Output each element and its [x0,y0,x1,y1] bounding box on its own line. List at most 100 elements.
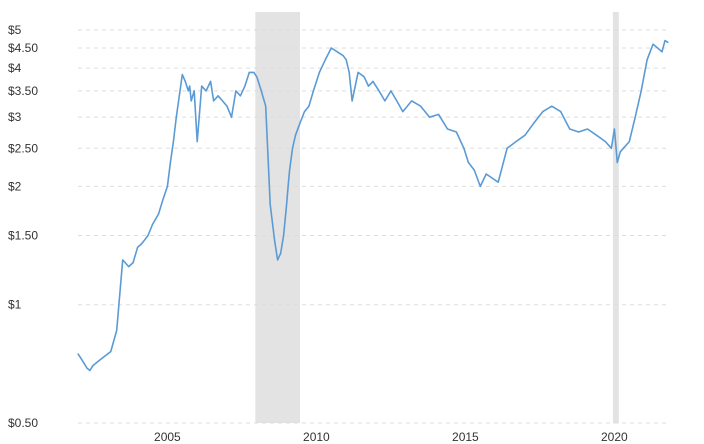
data-point-109 [628,141,630,143]
data-point-54 [287,185,289,187]
data-point-48 [269,203,271,205]
y-tick-label-9: $0.50 [8,416,38,430]
data-point-23 [175,116,177,118]
x-tick-label-1: 2010 [303,430,330,444]
data-point-33 [205,90,207,92]
data-point-7 [104,355,106,357]
data-point-98 [560,110,562,113]
data-point-101 [586,128,589,130]
data-point-86 [467,161,469,164]
data-point-60 [308,105,310,107]
data-point-34 [210,80,212,82]
y-tick-label-0: $5 [8,23,22,37]
data-point-42 [244,85,246,87]
data-point-93 [515,141,517,143]
data-point-24 [178,95,180,97]
data-point-17 [151,223,154,226]
data-point-112 [646,59,648,61]
data-point-32 [201,85,203,87]
data-point-77 [396,100,398,102]
data-point-14 [139,244,142,246]
data-point-18 [157,213,160,215]
data-point-92 [506,147,508,149]
data-point-71 [363,76,365,78]
data-point-1 [80,357,82,360]
data-point-79 [411,100,413,102]
recession-band-0 [255,12,300,423]
data-point-52 [283,234,285,237]
data-point-102 [595,134,598,136]
data-point-4 [89,369,91,372]
y-tick-label-4: $3 [8,110,22,124]
data-point-55 [288,169,291,171]
data-point-95 [533,122,535,124]
data-point-15 [142,240,145,242]
recession-band-1 [612,12,619,423]
data-point-115 [656,47,659,49]
data-point-88 [479,185,481,187]
data-point-67 [345,59,347,61]
data-point-74 [378,90,380,92]
data-point-38 [226,105,228,107]
data-point-97 [551,105,553,107]
data-point-8 [110,350,112,353]
data-point-111 [640,90,642,92]
data-point-26 [184,80,186,82]
data-point-21 [169,161,171,164]
data-point-72 [367,85,370,87]
data-point-20 [166,185,168,187]
data-point-87 [473,169,475,171]
recession-bands [255,12,619,423]
data-point-10 [122,259,124,261]
data-point-49 [274,240,276,242]
y-tick-label-5: $2.50 [8,141,38,155]
data-point-11 [128,266,130,268]
data-point-44 [253,71,255,74]
data-point-68 [348,71,350,74]
data-point-66 [342,55,344,57]
data-point-25 [181,74,183,76]
data-point-39 [230,116,233,118]
data-point-107 [619,151,621,153]
data-point-6 [98,360,100,362]
x-tick-label-3: 2020 [601,430,628,444]
data-point-45 [256,76,258,78]
data-point-117 [664,39,666,42]
data-point-64 [330,47,332,49]
y-tick-label-1: $4.50 [8,41,38,55]
data-point-46 [260,90,262,92]
data-point-91 [497,181,499,183]
data-point-65 [336,51,338,53]
data-point-106 [616,161,618,164]
data-point-50 [277,259,279,261]
data-point-29 [190,100,192,102]
data-point-22 [172,141,174,143]
data-point-58 [299,122,301,124]
data-point-83 [446,128,449,130]
data-point-99 [569,128,571,130]
data-point-76 [390,90,392,92]
data-point-62 [318,71,320,74]
data-point-47 [265,105,267,107]
data-point-37 [221,100,224,102]
data-point-12 [132,261,134,264]
series-line-0 [77,39,669,372]
data-point-70 [357,71,359,74]
data-point-94 [524,134,526,136]
data-point-36 [217,95,219,97]
data-point-2 [83,362,85,364]
data-point-43 [248,71,250,74]
data-point-27 [187,90,189,92]
data-point-75 [384,100,386,102]
data-point-9 [116,329,118,332]
data-point-73 [372,80,374,82]
y-tick-label-2: $4 [8,61,22,75]
data-point-118 [667,41,669,43]
data-point-96 [542,110,544,113]
x-tick-label-0: 2005 [154,430,181,444]
data-point-69 [351,100,353,102]
data-point-85 [463,147,465,149]
data-point-81 [429,116,431,118]
data-point-82 [437,113,440,115]
data-point-35 [212,100,215,102]
